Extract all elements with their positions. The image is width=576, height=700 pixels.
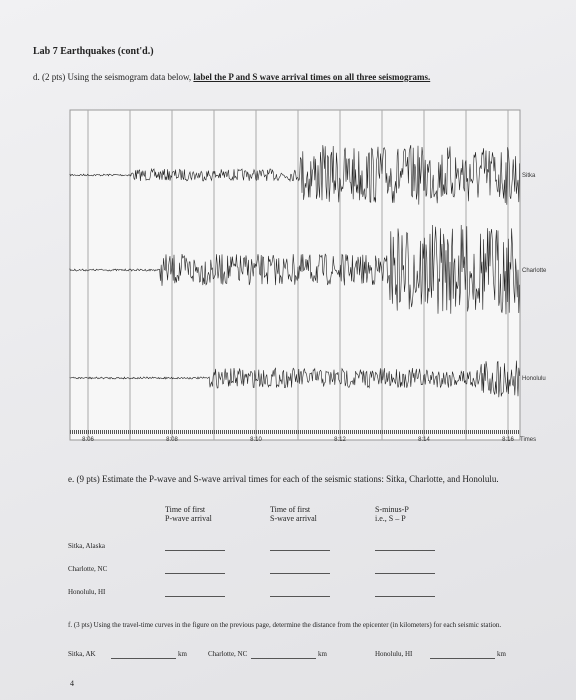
- time-label: 8:12: [334, 437, 346, 443]
- question-f: f. (3 pts) Using the travel-time curves …: [68, 621, 502, 629]
- row-label: Honolulu, HI: [68, 588, 106, 596]
- time-label: 8:16: [502, 437, 514, 443]
- station-label: Honolulu: [522, 376, 546, 382]
- answer-blank: [375, 550, 435, 551]
- answer-blank: [270, 550, 330, 551]
- station-label: Charlotte: [522, 268, 547, 274]
- field-label: Sitka, AK: [68, 650, 96, 658]
- title: Lab 7 Earthquakes (cont'd.): [33, 46, 154, 57]
- answer-blank: [165, 550, 225, 551]
- time-label: 8:06: [82, 437, 94, 443]
- question-emphasis: label the P and S wave arrival times on …: [193, 72, 431, 82]
- field-unit: km: [497, 650, 506, 658]
- column-header: Time of first P-wave arrival: [165, 505, 212, 523]
- column-header: S-minus-P i.e., S – P: [375, 505, 409, 523]
- answer-blank: [165, 573, 225, 574]
- question-d: d. (2 pts) Using the seismogram data bel…: [33, 71, 553, 83]
- time-label: 8:10: [250, 437, 262, 443]
- seismogram-trace: [69, 360, 520, 398]
- seismogram-figure: Sitka Charlotte Honolulu 8:06 8:08 8:10 8:12 8:…: [69, 109, 547, 443]
- question-text: d. (2 pts) Using the seismogram data bel…: [33, 72, 194, 82]
- row-label: Sitka, Alaska: [68, 542, 105, 550]
- answer-blank: [251, 658, 316, 659]
- figure-frame: [69, 109, 521, 441]
- field-unit: km: [178, 650, 187, 658]
- seismogram-trace: [69, 145, 520, 205]
- page-number: 4: [70, 679, 74, 688]
- answer-blank: [111, 658, 176, 659]
- seismogram-trace: [69, 224, 520, 315]
- answer-blank: [375, 596, 435, 597]
- column-header: Time of first S-wave arrival: [270, 505, 317, 523]
- answer-blank: [270, 573, 330, 574]
- question-e: e. (9 pts) Estimate the P-wave and S-wav…: [68, 474, 499, 484]
- row-label: Charlotte, NC: [68, 565, 108, 573]
- answer-blank: [375, 573, 435, 574]
- time-label: 8:08: [166, 437, 178, 443]
- field-unit: km: [318, 650, 327, 658]
- field-label: Honolulu, HI: [375, 650, 413, 658]
- station-label: Sitka: [522, 173, 536, 179]
- answer-blank: [430, 658, 495, 659]
- answer-blank: [165, 596, 225, 597]
- answer-blank: [270, 596, 330, 597]
- time-label: 8:14: [418, 437, 430, 443]
- time-axis-label: Times: [520, 437, 536, 443]
- field-label: Charlotte, NC: [208, 650, 248, 658]
